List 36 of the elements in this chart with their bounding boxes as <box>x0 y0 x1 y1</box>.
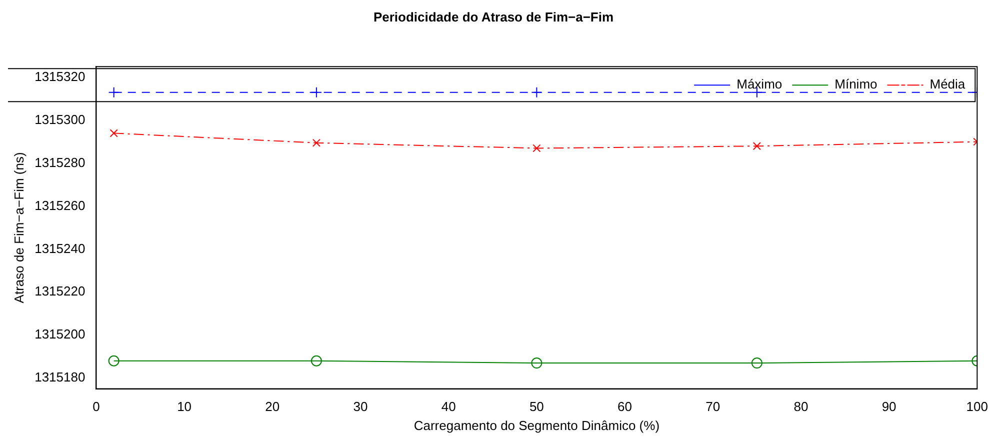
x-tick-label: 50 <box>529 399 544 414</box>
point <box>108 355 120 366</box>
point <box>751 358 762 369</box>
point <box>312 138 320 147</box>
y-tick-label: 1315320 <box>34 68 86 84</box>
point <box>752 142 761 150</box>
point <box>531 358 542 369</box>
y-tick-label: 1315260 <box>34 198 86 213</box>
point <box>532 144 541 152</box>
y-tick-label: 1315240 <box>34 240 86 256</box>
legend-label: Máximo <box>736 76 782 92</box>
legend-label: Média <box>930 76 966 92</box>
x-tick-label: 0 <box>92 399 100 414</box>
x-tick-label: 70 <box>706 399 720 414</box>
point <box>531 86 542 98</box>
y-tick-label: 1315220 <box>34 284 86 299</box>
x-tick-label: 30 <box>353 399 368 414</box>
y-tick-label: 1315200 <box>34 326 86 342</box>
x-tick-label: 90 <box>882 399 896 414</box>
x-tick-label: 40 <box>441 399 456 414</box>
y-tick-label: 1315180 <box>34 370 86 385</box>
chart-title: Periodicidade do Atraso de Fim−a−Fim <box>373 9 614 24</box>
legend-label: Mínimo <box>834 76 878 92</box>
point <box>110 129 118 138</box>
x-tick-label: 20 <box>265 399 280 414</box>
x-tick-label: 80 <box>794 399 808 414</box>
y-axis-title: Atraso de Fim−a−Fim (ns) <box>11 152 26 304</box>
y-tick-label: 1315300 <box>34 112 86 127</box>
x-tick-label: 60 <box>618 399 632 414</box>
x-tick-label: 100 <box>966 399 988 414</box>
x-tick-label: 10 <box>177 399 192 414</box>
point <box>310 86 322 98</box>
y-tick-label: 1315280 <box>34 154 86 170</box>
point <box>108 86 120 98</box>
point <box>310 355 322 366</box>
x-axis-title: Carregamento do Segmento Dinâmico (%) <box>414 418 660 433</box>
